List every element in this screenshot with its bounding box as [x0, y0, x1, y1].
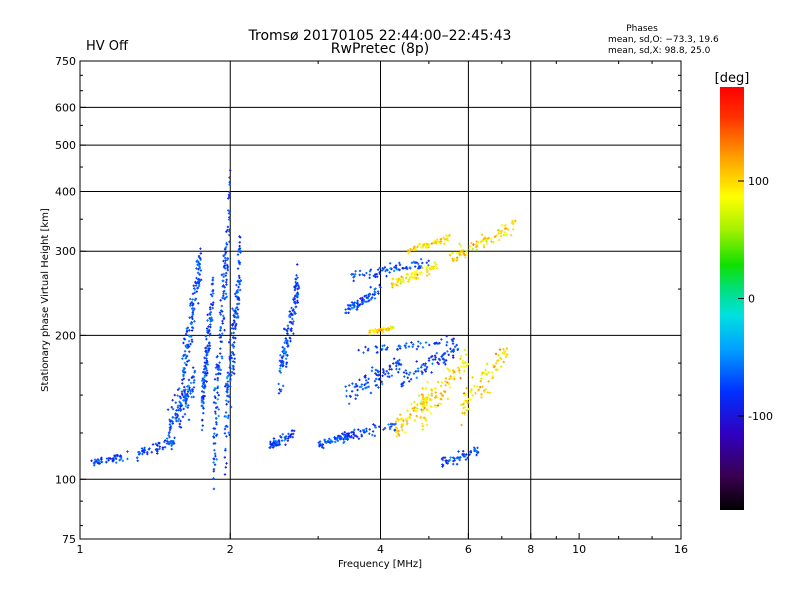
x-tick-label: 10: [572, 543, 586, 556]
colorbar-tick-label: 100: [748, 175, 769, 188]
y-tick-label: 400: [55, 185, 76, 198]
colorbar-tick-label: -100: [748, 410, 773, 423]
x-tick-label: 2: [227, 543, 234, 556]
x-tick-label: 8: [527, 543, 534, 556]
x-tick-label: 4: [377, 543, 384, 556]
chart-title: Tromsø 20170105 22:44:00–22:45:43: [248, 28, 512, 44]
x-tick-label: 6: [465, 543, 472, 556]
y-tick-label: 300: [55, 245, 76, 258]
grid-lines: [80, 61, 681, 539]
y-tick-label: 750: [55, 55, 76, 68]
chart-subtitle: RwPretec (8p): [331, 41, 429, 57]
y-tick-label: 200: [55, 329, 76, 342]
hv-status: HV Off: [86, 39, 129, 54]
colorbar-tick-label: 0: [748, 293, 755, 306]
colorbar-label: [deg]: [715, 71, 750, 86]
x-axis-label: Frequency [MHz]: [338, 559, 422, 570]
y-tick-label: 500: [55, 139, 76, 152]
x-tick-label: 16: [674, 543, 688, 556]
stats-o-mode: mean, sd,O: −73.3, 19.6: [608, 35, 719, 45]
y-tick-label: 600: [55, 101, 76, 114]
x-axis-ticks: 1 2 4 6 8 10 16: [77, 61, 688, 556]
x-tick-label: 1: [77, 543, 84, 556]
data-points: [90, 169, 517, 491]
y-axis-ticks: 75 100 200 300 400 500 600 750: [55, 55, 681, 546]
stats-title: Phases: [626, 24, 658, 34]
y-tick-label: 100: [55, 473, 76, 486]
colorbar-ticks: 100 0 -100: [738, 175, 773, 423]
stats-x-mode: mean, sd,X: 98.8, 25.0: [608, 46, 711, 56]
y-tick-label: 75: [62, 533, 76, 546]
y-axis-label: Stationary phase Virtual Height [km]: [40, 208, 51, 392]
